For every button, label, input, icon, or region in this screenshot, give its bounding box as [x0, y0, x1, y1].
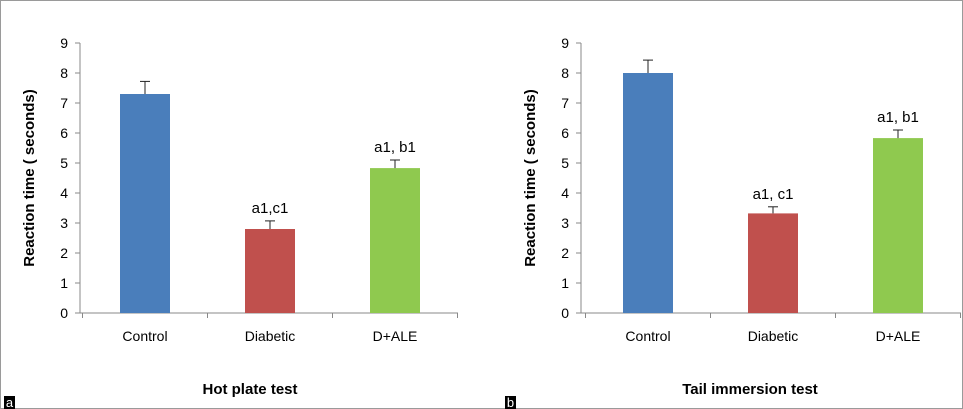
bar-diabetic [748, 213, 798, 313]
y-tick-label: 7 [60, 95, 68, 111]
bar-annotation: a1, c1 [753, 186, 794, 203]
bar-control [623, 73, 673, 313]
y-tick-label: 2 [561, 245, 569, 261]
panel-letter: a [6, 395, 14, 409]
y-tick-label: 3 [561, 215, 569, 231]
panel-letter: b [507, 395, 514, 409]
y-tick-label: 8 [561, 65, 569, 81]
y-axis-label: Reaction time ( seconds) [522, 89, 539, 267]
category-label: Diabetic [748, 328, 799, 344]
panel-letter-box [4, 396, 15, 409]
y-tick-label: 0 [561, 305, 569, 321]
chart-panel-b: 0 1 2 3 4 5 6 7 8 9 Control a1, c1 Diabetic a1, b1 D+A… [505, 35, 961, 409]
bar-control [120, 94, 170, 313]
y-tick-label: 4 [561, 185, 569, 201]
y-tick-label: 5 [60, 155, 68, 171]
y-tick-label: 8 [60, 65, 68, 81]
chart-title: Tail immersion test [682, 381, 818, 398]
y-tick-label: 3 [60, 215, 68, 231]
category-label: Diabetic [245, 328, 296, 344]
y-tick-label: 7 [561, 95, 569, 111]
panel-letter-box [505, 396, 516, 409]
bar-d-ale [370, 168, 420, 313]
y-tick-label: 9 [561, 35, 569, 51]
bar-annotation: a1,c1 [252, 200, 289, 217]
y-tick-label: 1 [561, 275, 569, 291]
chart-title: Hot plate test [202, 381, 297, 398]
y-axis-label: Reaction time ( seconds) [21, 89, 38, 267]
y-tick-label: 9 [60, 35, 68, 51]
bar-diabetic [245, 229, 295, 313]
y-tick-label: 1 [60, 275, 68, 291]
y-tick-label: 6 [60, 125, 68, 141]
chart-panel-a: 0 1 2 3 4 5 6 7 8 9 Control a1,c1 Diabetic a1, b1 D+AL… [4, 35, 458, 409]
y-tick-label: 5 [561, 155, 569, 171]
y-tick-label: 6 [561, 125, 569, 141]
bar-annotation: a1, b1 [877, 109, 919, 126]
category-label: Control [625, 328, 670, 344]
bar-d-ale [873, 138, 923, 313]
y-tick-label: 4 [60, 185, 68, 201]
y-tick-label: 0 [60, 305, 68, 321]
category-label: D+ALE [373, 328, 418, 344]
category-label: Control [122, 328, 167, 344]
bar-annotation: a1, b1 [374, 139, 416, 156]
category-label: D+ALE [876, 328, 921, 344]
y-tick-label: 2 [60, 245, 68, 261]
